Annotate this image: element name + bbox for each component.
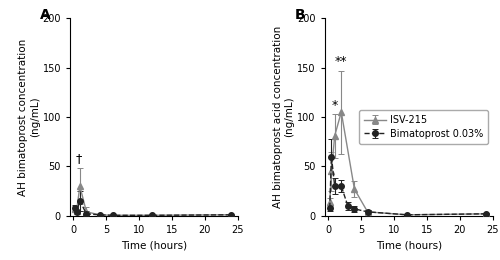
Y-axis label: AH bimatoprost concentration
(ng/mL): AH bimatoprost concentration (ng/mL)	[18, 38, 40, 196]
X-axis label: Time (hours): Time (hours)	[121, 240, 187, 250]
Text: **: **	[335, 55, 347, 68]
Y-axis label: AH bimatoprost acid concentration
(ng/mL): AH bimatoprost acid concentration (ng/mL…	[273, 26, 294, 208]
Text: †: †	[76, 152, 82, 165]
X-axis label: Time (hours): Time (hours)	[376, 240, 442, 250]
Text: A: A	[40, 8, 50, 22]
Text: B: B	[294, 8, 306, 22]
Legend: ISV-215, Bimatoprost 0.03%: ISV-215, Bimatoprost 0.03%	[360, 110, 488, 144]
Text: *: *	[332, 99, 338, 112]
